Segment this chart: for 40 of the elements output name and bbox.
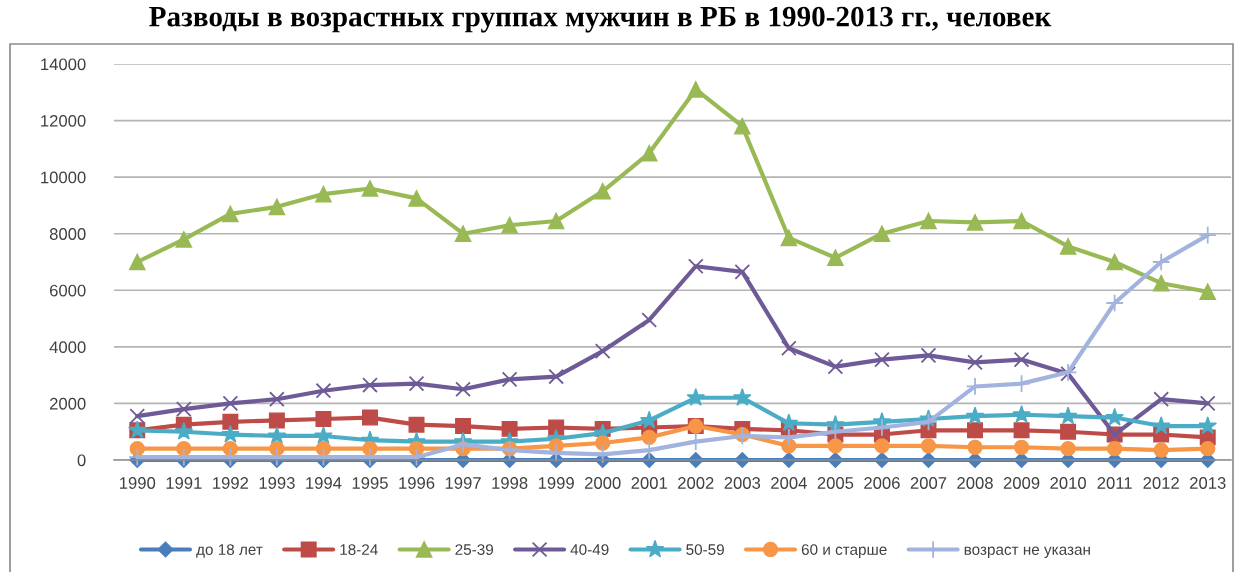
legend-label: 18-24 <box>340 544 378 555</box>
y-tick-label: 12000 <box>41 114 86 127</box>
x-tick-label: 1993 <box>259 477 295 489</box>
y-tick-label: 0 <box>77 454 86 467</box>
x-tick-label: 1998 <box>492 477 528 489</box>
x-tick-label: 2006 <box>864 477 900 489</box>
legend-label: 40-49 <box>570 544 609 555</box>
legend-label: 60 и старше <box>801 544 887 558</box>
x-tick-label: 1995 <box>352 477 388 489</box>
chart-title: Разводы в возрастных группах мужчин в РБ в 1990-2013 гг., человек <box>149 6 1052 33</box>
x-tick-label: 2009 <box>1003 477 1040 489</box>
x-tick-label: 1992 <box>213 477 249 489</box>
x-tick-label: 2003 <box>724 477 761 489</box>
x-tick-label: 1990 <box>120 477 156 489</box>
x-tick-label: 2001 <box>631 477 667 489</box>
x-tick-label: 2012 <box>1143 477 1179 489</box>
x-tick-label: 1997 <box>445 477 481 489</box>
x-tick-label: 1996 <box>399 477 435 489</box>
x-tick-label: 2000 <box>584 477 621 489</box>
y-tick-label: 6000 <box>50 284 86 297</box>
y-tick-label: 14000 <box>41 58 86 71</box>
legend-label: возраст не указан <box>964 546 1090 558</box>
legend-label: 25-39 <box>455 544 494 555</box>
x-tick-label: 2011 <box>1097 477 1132 489</box>
y-tick-label: 4000 <box>49 341 86 354</box>
x-tick-label: 2002 <box>678 477 714 489</box>
x-tick-label: 2008 <box>957 477 993 489</box>
x-tick-label: 1991 <box>166 477 202 489</box>
y-tick-label: 2000 <box>49 397 86 410</box>
x-tick-label: 1999 <box>538 477 574 489</box>
x-tick-label: 2010 <box>1050 477 1086 489</box>
y-tick-label: 8000 <box>49 228 86 240</box>
x-tick-label: 2007 <box>910 477 947 489</box>
y-tick-label: 10000 <box>41 171 86 184</box>
x-tick-label: 1994 <box>306 477 342 489</box>
x-tick-label: 2005 <box>817 477 854 489</box>
legend-label: 50-59 <box>686 544 724 555</box>
legend-label: до 18 лет <box>196 544 263 558</box>
x-tick-label: 2004 <box>771 477 807 489</box>
x-tick-label: 2013 <box>1190 477 1226 489</box>
